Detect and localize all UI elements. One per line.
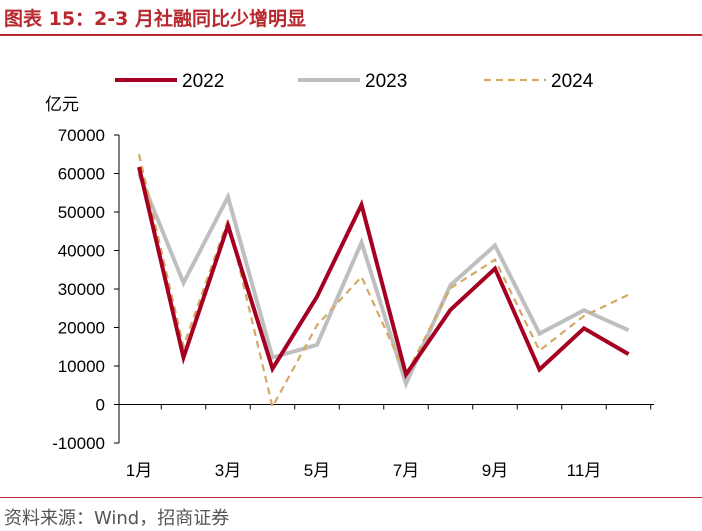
x-tick-label: 3月 xyxy=(215,461,241,480)
x-tick-label: 1月 xyxy=(126,461,152,480)
y-tick-label: 50000 xyxy=(58,203,105,222)
y-tick-label: 20000 xyxy=(58,319,105,338)
chart-axes: -10000 0 10000 20000 30000 40000 50000 60000 700… xyxy=(52,126,654,480)
y-tick-label: 10000 xyxy=(58,357,105,376)
y-tick-label: -10000 xyxy=(52,434,105,453)
source-note: 资料来源：Wind，招商证券 xyxy=(4,508,230,529)
legend-label-2023: 2023 xyxy=(365,71,407,92)
title-divider xyxy=(0,34,702,36)
y-tick-label: 30000 xyxy=(58,280,105,299)
legend-label-2022: 2022 xyxy=(182,71,224,92)
series-line-2022 xyxy=(137,166,630,380)
legend-label-2024: 2024 xyxy=(551,71,594,92)
y-tick-label: 0 xyxy=(96,396,105,415)
series-line-2023 xyxy=(137,172,630,390)
x-tick-label: 7月 xyxy=(393,461,419,480)
y-tick-label: 40000 xyxy=(58,242,105,261)
series-line-2024 xyxy=(137,154,629,410)
page-title: 图表 15：2-3 月社融同比少增明显 xyxy=(4,8,306,30)
chart-legend: 2022 2023 2024 xyxy=(115,71,594,92)
x-tick-label: 9月 xyxy=(482,461,508,480)
y-unit-label: 亿元 xyxy=(45,95,79,115)
x-tick-label: 5月 xyxy=(304,461,330,480)
chart-series xyxy=(137,154,630,410)
x-tick-label: 11月 xyxy=(567,461,602,480)
y-tick-label: 60000 xyxy=(58,165,105,184)
y-tick-label: 70000 xyxy=(58,126,105,145)
footer-divider xyxy=(0,497,702,498)
